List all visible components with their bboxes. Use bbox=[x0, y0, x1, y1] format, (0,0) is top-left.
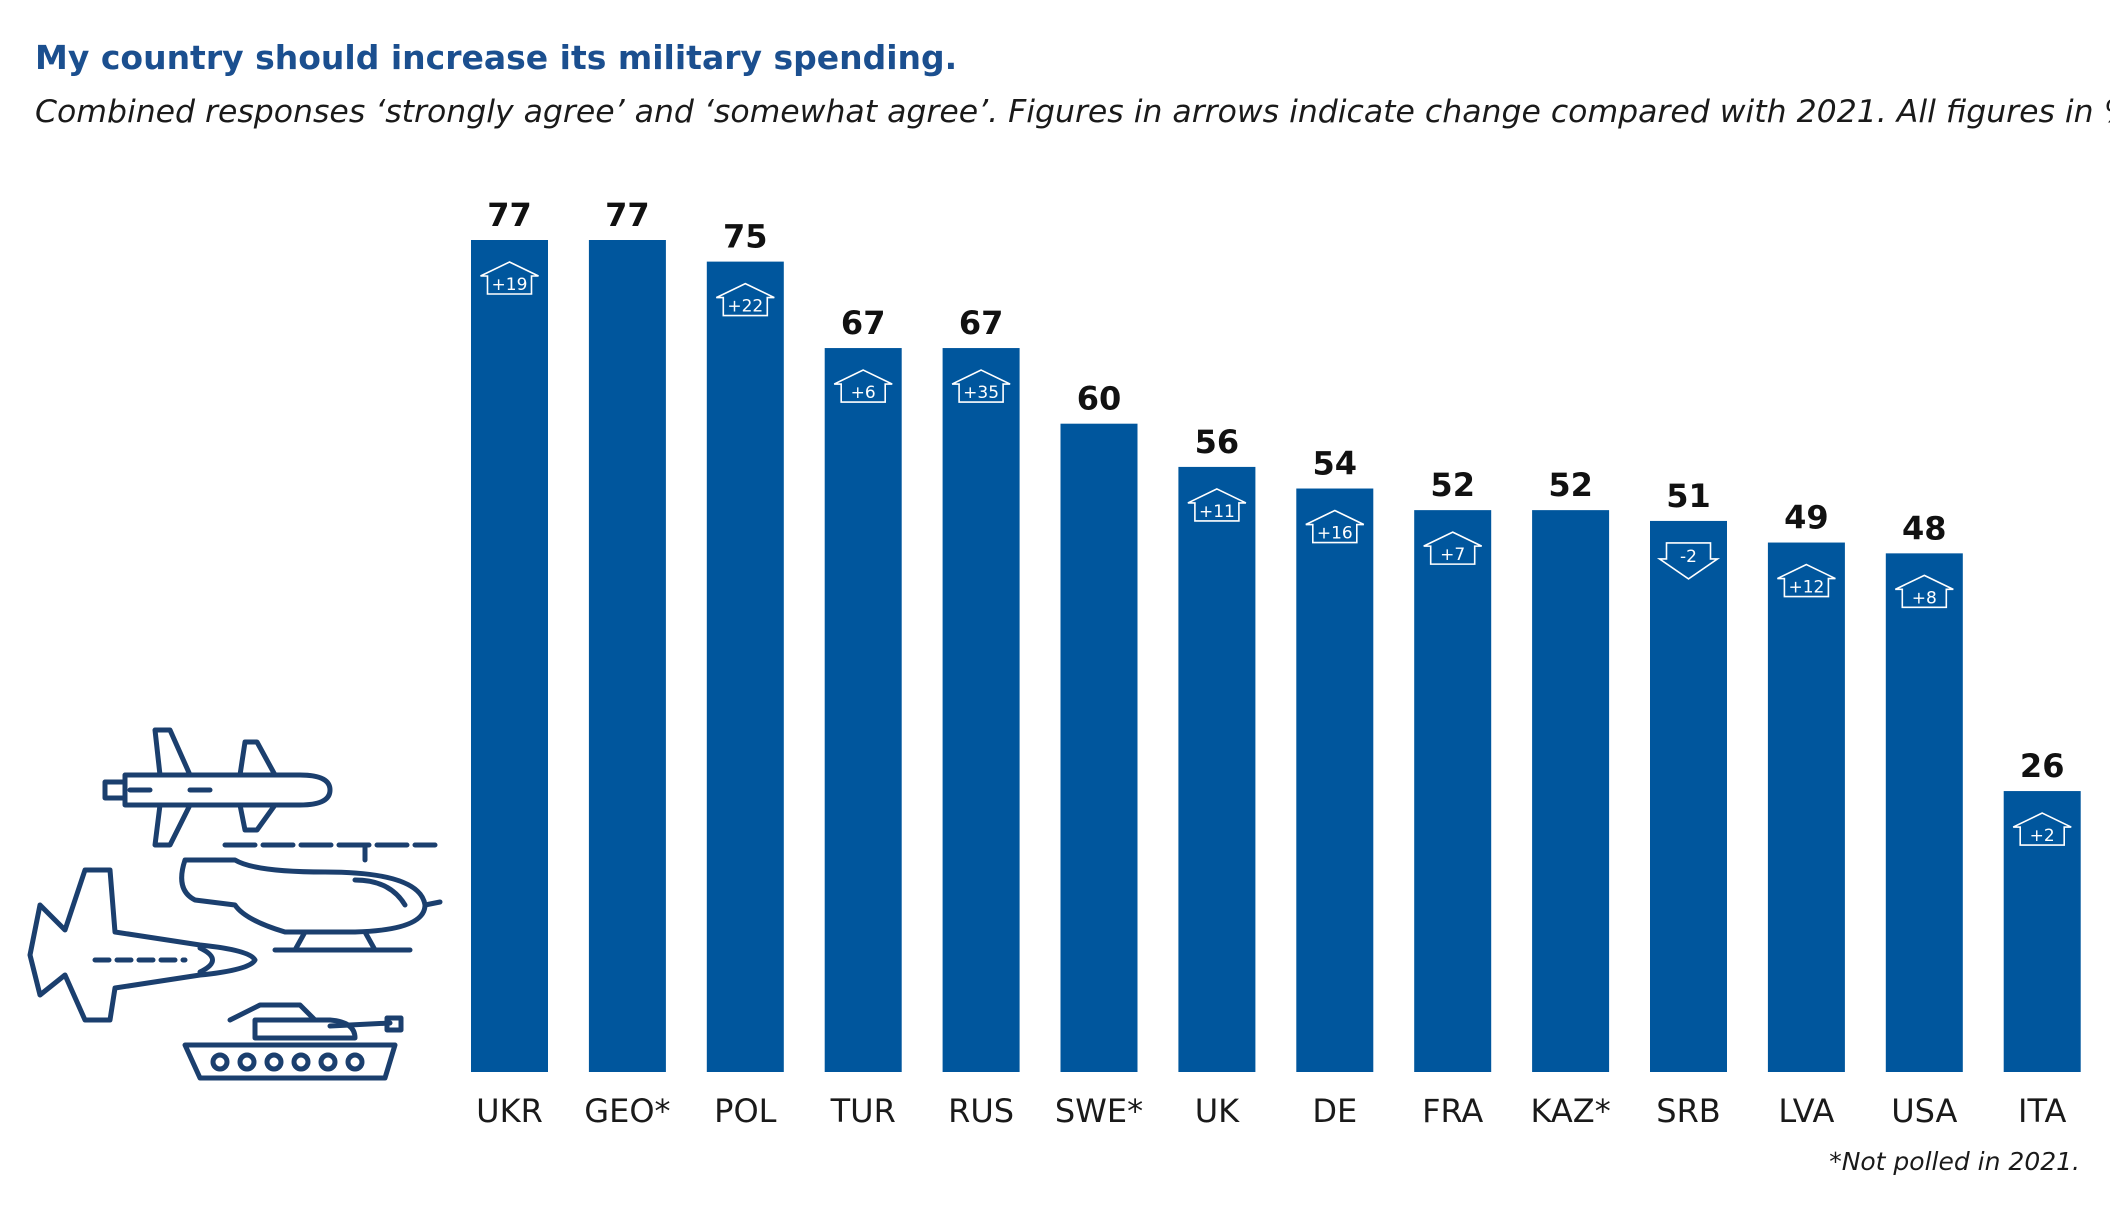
bar-swe bbox=[1060, 423, 1138, 1072]
chart-title: My country should increase its military … bbox=[35, 38, 958, 77]
value-label-srb: 51 bbox=[1666, 477, 1711, 515]
bar-rus bbox=[942, 348, 1020, 1072]
up-arrow-icon-de bbox=[1305, 509, 1365, 544]
category-label-fra: FRA bbox=[1422, 1092, 1483, 1130]
bar-lva bbox=[1767, 542, 1845, 1072]
tank-icon bbox=[182, 1002, 404, 1081]
value-label-usa: 48 bbox=[1902, 509, 1947, 547]
fighter-jet-icon bbox=[27, 867, 258, 1023]
bar-srb bbox=[1650, 520, 1727, 1072]
up-arrow-icon-lva bbox=[1777, 563, 1836, 598]
change-label-ukr: +19 bbox=[492, 275, 528, 295]
up-arrow-icon-rus bbox=[951, 369, 1011, 403]
bar-uk bbox=[1178, 466, 1256, 1073]
category-label-de: DE bbox=[1312, 1092, 1357, 1130]
change-label-de: +16 bbox=[1317, 524, 1353, 544]
up-arrow-icon-ukr bbox=[480, 261, 539, 295]
change-label-usa: +8 bbox=[1912, 588, 1937, 608]
value-label-ukr: 77 bbox=[487, 196, 532, 234]
value-label-lva: 49 bbox=[1784, 499, 1829, 537]
value-label-fra: 52 bbox=[1430, 466, 1475, 504]
category-label-geo: GEO* bbox=[584, 1092, 670, 1130]
bar-de bbox=[1296, 488, 1374, 1072]
change-label-lva: +12 bbox=[1788, 578, 1824, 598]
change-label-rus: +35 bbox=[963, 383, 999, 403]
value-label-rus: 67 bbox=[959, 304, 1004, 342]
category-label-usa: USA bbox=[1891, 1092, 1957, 1130]
bar-ita bbox=[2003, 791, 2081, 1072]
bar-tur bbox=[824, 348, 902, 1072]
value-label-tur: 67 bbox=[841, 304, 886, 342]
change-label-tur: +6 bbox=[851, 383, 876, 403]
category-label-ukr: UKR bbox=[476, 1092, 543, 1130]
category-label-lva: LVA bbox=[1778, 1092, 1834, 1130]
up-arrow-icon-tur bbox=[833, 369, 893, 403]
category-label-srb: SRB bbox=[1656, 1092, 1721, 1130]
category-label-pol: POL bbox=[714, 1092, 776, 1130]
value-label-pol: 75 bbox=[723, 218, 768, 256]
up-arrow-icon-ita bbox=[2012, 812, 2072, 846]
up-arrow-icon-pol bbox=[715, 282, 775, 317]
category-label-ita: ITA bbox=[2018, 1092, 2067, 1130]
value-label-ita: 26 bbox=[2020, 747, 2065, 785]
value-label-swe: 60 bbox=[1077, 380, 1122, 418]
bar-usa bbox=[1885, 553, 1963, 1072]
category-label-uk: UK bbox=[1195, 1092, 1240, 1130]
bar-pol bbox=[706, 261, 784, 1073]
bar-fra bbox=[1414, 510, 1492, 1072]
value-label-kaz: 52 bbox=[1548, 466, 1593, 504]
change-label-ita: +2 bbox=[2030, 826, 2055, 846]
category-label-kaz: KAZ* bbox=[1530, 1092, 1610, 1130]
footnote: *Not polled in 2021. bbox=[1829, 1147, 2080, 1176]
change-label-uk: +11 bbox=[1199, 502, 1235, 522]
category-label-rus: RUS bbox=[948, 1092, 1014, 1130]
bar-geo bbox=[588, 240, 666, 1072]
up-arrow-icon-fra bbox=[1423, 531, 1483, 565]
change-label-fra: +7 bbox=[1440, 545, 1465, 565]
category-label-swe: SWE* bbox=[1055, 1092, 1143, 1130]
helicopter-icon bbox=[179, 842, 443, 953]
category-label-tur: TUR bbox=[830, 1092, 896, 1130]
change-label-srb: -2 bbox=[1680, 547, 1697, 567]
chart-subtitle: Combined responses ‘strongly agree’ and … bbox=[35, 94, 2110, 130]
up-arrow-icon-uk bbox=[1187, 488, 1247, 522]
value-label-de: 54 bbox=[1313, 445, 1358, 483]
up-arrow-icon-usa bbox=[1894, 574, 1954, 609]
missile-icon bbox=[102, 727, 333, 848]
military-illustration bbox=[27, 727, 443, 1081]
change-label-pol: +22 bbox=[727, 297, 763, 317]
bar-kaz bbox=[1532, 510, 1610, 1072]
down-arrow-icon-srb bbox=[1656, 542, 1721, 580]
value-label-geo: 77 bbox=[605, 196, 650, 234]
value-label-uk: 56 bbox=[1195, 423, 1240, 461]
bar-ukr bbox=[471, 240, 548, 1072]
